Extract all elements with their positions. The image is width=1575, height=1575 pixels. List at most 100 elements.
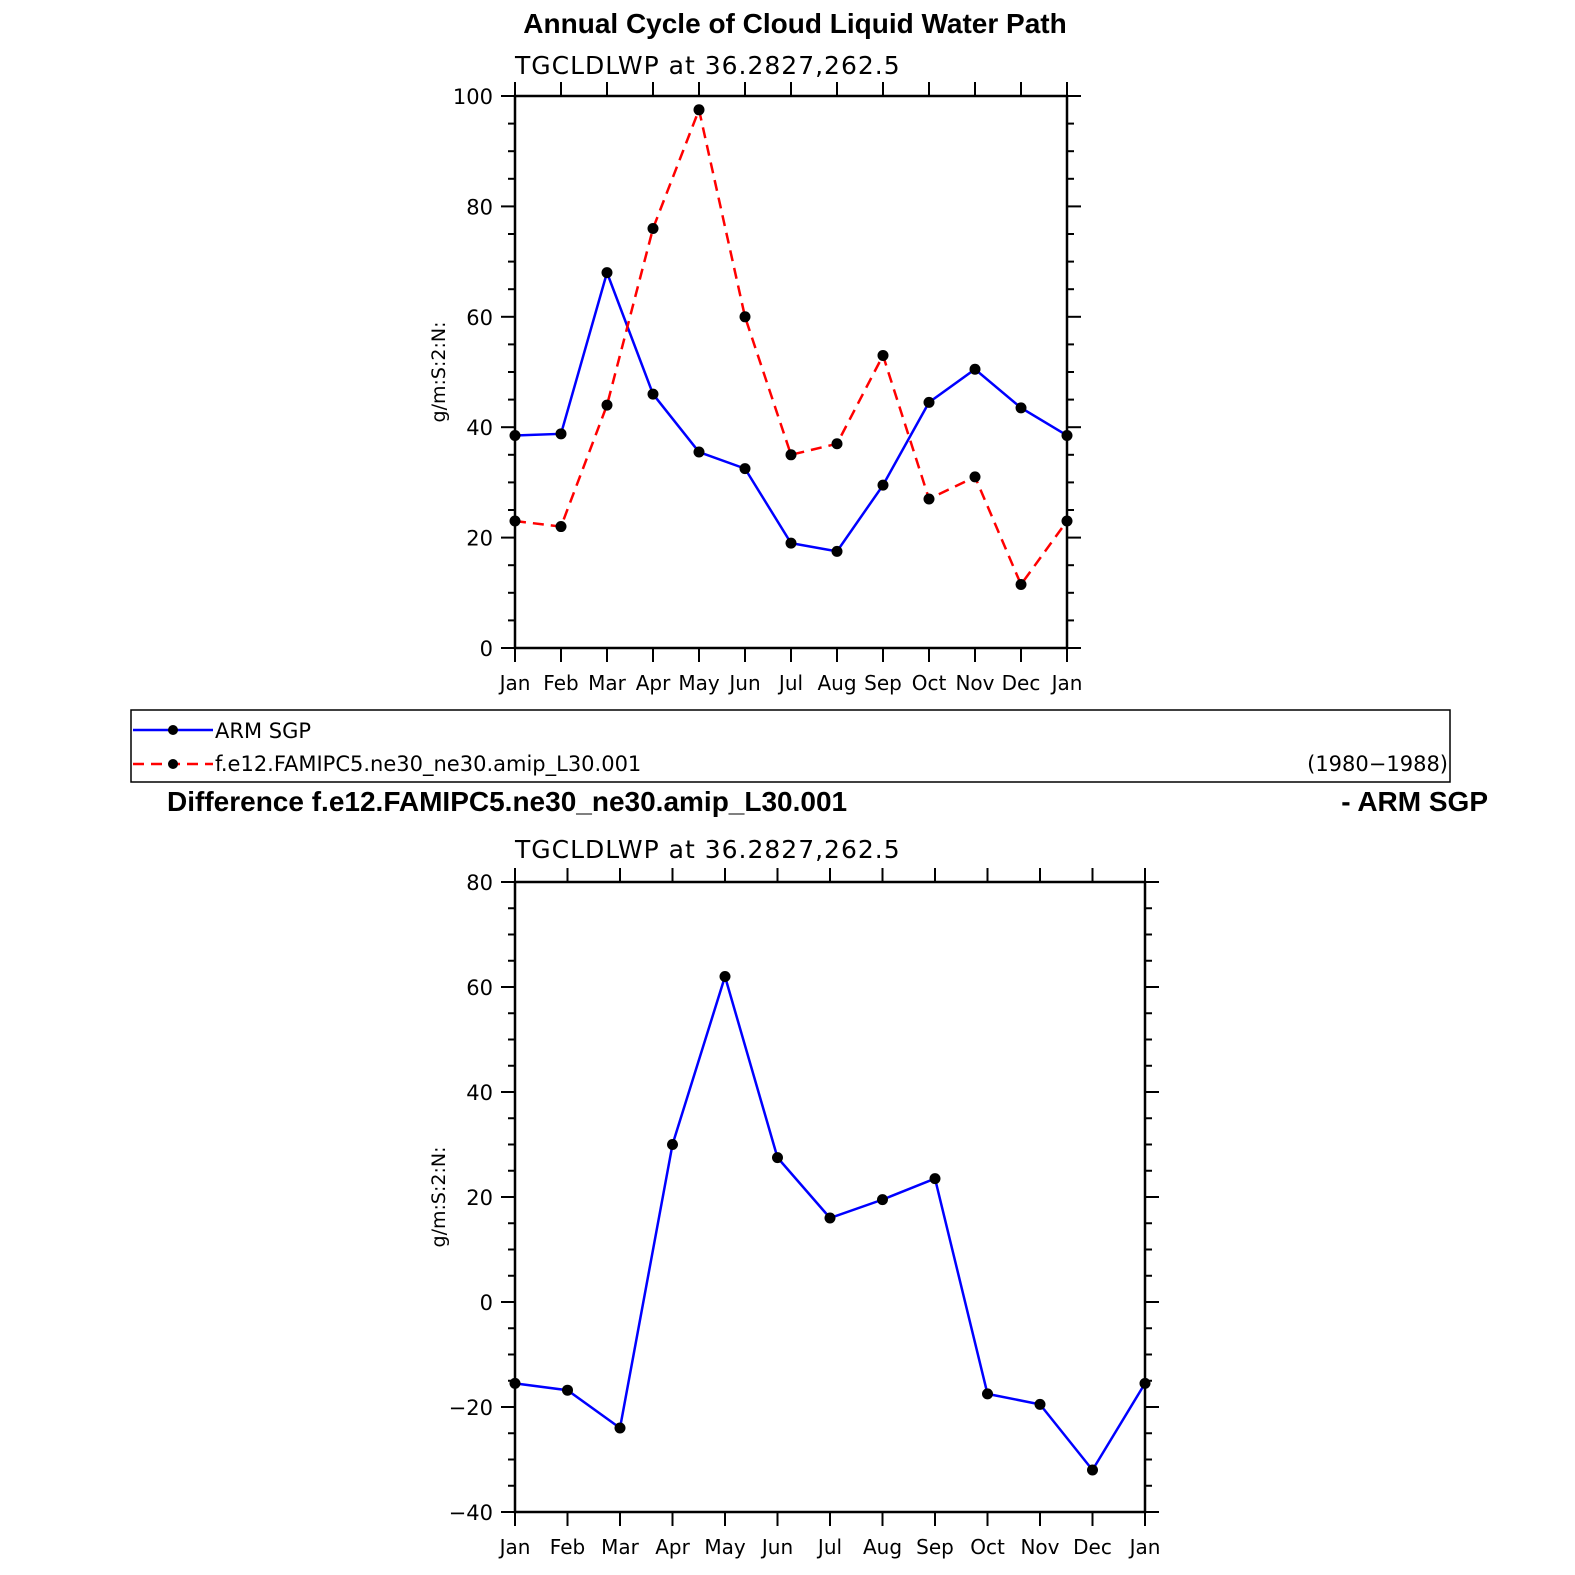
top-chart-series-0-point [555,428,567,440]
top-chart-series-1-point [739,311,751,323]
bottom-chart-ytick-label: 20 [466,1186,493,1210]
bottom-chart-series-0-point [719,971,731,982]
bottom-chart-title-suffix: - ARM SGP [1341,786,1488,817]
top-chart-xtick-label: Feb [543,671,578,695]
bottom-chart-xtick-label: May [704,1535,746,1559]
bottom-chart-series-0-point [824,1212,836,1224]
top-chart-series-0-point [693,446,705,458]
top-chart-series-0-point [1061,429,1073,441]
top-chart-ytick-label: 0 [480,637,493,661]
top-chart-series-1-point [785,449,797,461]
top-chart-series-1-point [693,104,705,116]
bottom-chart-ytick-label: 0 [480,1291,493,1315]
top-chart-series-1-point [555,521,567,533]
top-chart-ytick-label: 100 [453,85,493,109]
bottom-chart-ytick-label: 80 [466,871,493,895]
bottom-plot-area: −40 −20 0 20 40 60 80 Jan Feb Mar Apr May Jun Jul Aug S… [428,868,1160,1559]
top-chart-series-0-line [514,268,1068,553]
bottom-chart-xtick-label: Nov [1020,1535,1059,1559]
bottom-chart-xtick-label: Oct [970,1535,1005,1559]
bottom-chart-series-0-point [562,1384,573,1396]
top-chart-series-0-point [509,429,521,441]
bottom-chart-series-0-point [982,1388,993,1400]
top-chart-xtick-label: Jan [498,671,531,695]
bottom-chart-subtitle: TGCLDLWP at 36.2827,262.5 [514,835,901,864]
top-chart-ytick-label: 40 [466,416,493,440]
bottom-chart-xtick-label: Mar [601,1535,640,1559]
top-chart-xtick-label: Nov [955,671,994,695]
top-chart-xtick-label: Mar [588,671,627,695]
top-chart-frame [513,94,1069,650]
top-chart-series-0-point [1015,402,1027,414]
bottom-chart-ytick-label: −40 [449,1501,493,1525]
bottom-chart-xtick-label: Jun [760,1535,793,1559]
top-plot-area: 0 20 40 60 80 100 Jan Feb Mar Apr May Jun Jul Aug Sep O… [428,82,1082,695]
top-chart-series-1-line [514,105,1069,588]
legend-period: (1980−1988) [1307,752,1448,776]
bottom-chart-series-0-point [877,1194,888,1206]
bottom-chart-series-0-point [667,1139,678,1150]
top-chart-series-1-point [877,349,889,361]
top-chart-series-1-point [831,438,843,450]
bottom-chart-series-0-point [1139,1377,1151,1389]
bottom-chart-ylabel: g/m:S:2:N: [428,1147,450,1248]
legend-label-model: f.e12.FAMIPC5.ne30_ne30.amip_L30.001 [215,752,641,777]
top-chart-xtick-label: Jul [777,671,803,695]
top-chart-series-1-point [1015,579,1027,591]
legend: ARM SGP f.e12.FAMIPC5.ne30_ne30.amip_L30… [130,709,1451,783]
top-chart-series-0-point [831,545,843,557]
top-chart-xtick-label: May [678,671,720,695]
legend-label-arm-sgp: ARM SGP [215,719,311,743]
bottom-chart-xtick-label: Feb [550,1535,585,1559]
top-chart-title: Annual Cycle of Cloud Liquid Water Path [523,8,1066,39]
top-chart-series-0-point [923,396,935,408]
top-chart-ytick-label: 60 [466,306,493,330]
top-chart-ytick-label: 20 [466,527,493,551]
bottom-chart-series-0-point [929,1173,941,1185]
bottom-chart-xtick-label: Jan [1128,1535,1161,1559]
legend-marker-arm-sgp [168,725,178,735]
top-chart-series-1-point [647,222,659,234]
top-chart-subtitle: TGCLDLWP at 36.2827,262.5 [514,51,901,80]
top-chart-series-1-point [969,471,981,483]
bottom-chart-series-0-point [1087,1464,1098,1476]
top-chart-xtick-label: Dec [1002,671,1041,695]
top-chart-series-1-point [1061,515,1073,527]
bottom-chart-xtick-label: Apr [655,1535,690,1559]
top-chart: Annual Cycle of Cloud Liquid Water Path … [428,8,1082,695]
legend-marker-model [168,759,178,769]
top-chart-xtick-label: Oct [912,671,947,695]
top-chart-xtick-label: Sep [864,671,902,695]
bottom-chart-series-0-point [509,1377,521,1389]
top-chart-xtick-label: Jan [1050,671,1083,695]
top-chart-xtick-label: Aug [817,671,856,695]
top-chart-series-0-point [647,388,659,400]
top-chart-xtick-label: Apr [636,671,671,695]
top-chart-ylabel: g/m:S:2:N: [428,322,450,423]
bottom-chart-xtick-label: Jul [816,1535,842,1559]
top-chart-series-1-point [509,515,521,527]
bottom-chart-xtick-label: Dec [1073,1535,1112,1559]
top-chart-series-0-point [969,363,981,375]
top-chart-xtick-label: Jun [727,671,760,695]
legend-box [130,709,1451,783]
top-chart-series-0-point [877,479,889,491]
bottom-chart-ytick-label: 60 [466,976,493,1000]
bottom-chart-series-0-point [614,1422,626,1434]
bottom-chart-ytick-label: −20 [449,1396,493,1420]
top-chart-series-0-point [739,463,751,475]
top-chart-series-0-point [785,537,797,549]
top-chart-series-1-point [923,493,935,505]
bottom-chart-xtick-label: Sep [916,1535,954,1559]
bottom-chart-ytick-label: 40 [466,1081,493,1105]
bottom-chart: Difference f.e12.FAMIPC5.ne30_ne30.amip_… [167,786,1488,1559]
top-chart-series-0-point [601,267,613,279]
bottom-chart-series-0-point [772,1152,783,1164]
top-chart-series-1-point [601,399,613,411]
bottom-chart-xtick-label: Jan [498,1535,531,1559]
bottom-chart-title: Difference f.e12.FAMIPC5.ne30_ne30.amip_… [167,786,847,817]
top-chart-ytick-label: 80 [466,195,493,219]
bottom-chart-series-0-point [1034,1398,1046,1410]
bottom-chart-xtick-label: Aug [863,1535,902,1559]
